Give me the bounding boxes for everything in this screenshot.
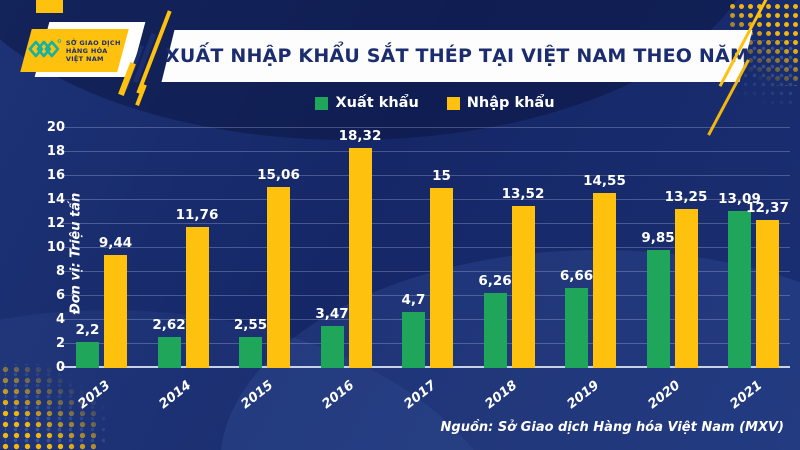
- corner-accent-tab: [36, 0, 63, 13]
- x-axis-label: 2014: [156, 378, 195, 413]
- x-axis-label: 2015: [237, 378, 276, 413]
- gridline: [61, 271, 790, 272]
- y-tick-label: 14: [46, 192, 65, 207]
- gridline: [61, 199, 790, 200]
- y-tick-label: 18: [46, 144, 65, 159]
- import-bar: [430, 188, 453, 368]
- bar-value-label: 2,55: [233, 317, 268, 334]
- mxv-chevron-icon: [28, 36, 62, 66]
- bar-value-label: 15: [432, 168, 451, 184]
- y-tick-label: 4: [55, 312, 65, 327]
- x-axis-label: 2016: [319, 378, 358, 413]
- y-axis-title: Đơn vị: Triệu tấn: [68, 192, 84, 315]
- import-bar: [104, 254, 127, 368]
- legend-item-import: Nhập khẩu: [446, 95, 555, 111]
- source-attribution: Nguồn: Sở Giao dịch Hàng hóa Việt Nam (M…: [440, 420, 784, 435]
- bar-value-label: 15,06: [257, 167, 300, 184]
- import-bar: [511, 205, 535, 368]
- bar-value-label: 2,2: [75, 321, 100, 338]
- bar-value-label: 14,55: [583, 173, 626, 190]
- y-tick-label: 10: [46, 240, 65, 255]
- bar-value-label: 18,32: [338, 128, 382, 145]
- bar-value-label: 13,25: [664, 189, 708, 205]
- gridline: [61, 175, 790, 176]
- x-axis-line: [61, 366, 790, 368]
- y-tick-label: 12: [46, 216, 65, 231]
- import-bar: [674, 209, 698, 368]
- x-axis-label: 2021: [726, 378, 765, 413]
- export-bar: [157, 336, 181, 368]
- gridline: [61, 343, 790, 344]
- export-bar: [646, 249, 670, 368]
- bar-value-label: 2,62: [152, 316, 186, 333]
- export-bar: [239, 337, 262, 368]
- import-bar: [593, 193, 616, 368]
- import-bar: [756, 219, 779, 368]
- gridline: [61, 319, 790, 320]
- gridline: [61, 295, 790, 296]
- chart-legend: Xuất khẩu Nhập khẩu: [80, 93, 790, 113]
- x-axis-label: 2019: [563, 378, 602, 413]
- bar-value-label: 6,26: [478, 272, 512, 289]
- export-bar: [76, 341, 99, 368]
- x-axis-label: 2013: [74, 378, 113, 413]
- y-tick-label: 6: [55, 288, 65, 303]
- import-bar: [267, 187, 290, 368]
- import-swatch-icon: [446, 96, 460, 110]
- legend-label-export: Xuất khẩu: [335, 95, 419, 111]
- y-tick-label: 16: [46, 168, 65, 183]
- import-bar: [185, 226, 209, 368]
- gridline: [61, 127, 790, 128]
- bar-value-label: 9,44: [98, 234, 133, 251]
- bar-value-label: 9,85: [641, 229, 675, 246]
- export-bar: [402, 311, 425, 368]
- y-tick-label: 0: [55, 360, 65, 375]
- bar-value-label: 3,47: [315, 306, 349, 323]
- bar-value-label: 4,7: [401, 291, 426, 308]
- bar-value-label: 13,09: [718, 190, 761, 207]
- plot-area: Đơn vị: Triệu tấn 0 2 4 6 8 10 12 14 16 18 20 2,2 9,…: [47, 121, 790, 412]
- x-axis-label: 2020: [645, 378, 684, 413]
- x-axis-label: 2018: [482, 378, 521, 413]
- y-tick-label: 2: [55, 336, 65, 351]
- mxv-logo: SỞ GIAO DỊCH HÀNG HÓA VIỆT NAM: [20, 29, 129, 72]
- bar-value-label: 12,37: [746, 199, 789, 216]
- export-bar: [565, 288, 588, 368]
- y-tick-label: 20: [46, 120, 65, 135]
- legend-label-import: Nhập khẩu: [466, 95, 555, 111]
- bar-value-label: 6,66: [559, 268, 594, 285]
- x-axis-label: 2017: [400, 378, 439, 413]
- bar-value-label: 13,52: [501, 185, 545, 202]
- gridline: [61, 223, 790, 224]
- legend-item-export: Xuất khẩu: [315, 95, 419, 111]
- export-swatch-icon: [315, 96, 329, 110]
- y-tick-label: 8: [55, 264, 65, 279]
- export-bar: [728, 210, 751, 368]
- export-bar: [483, 292, 507, 368]
- export-bar: [320, 326, 344, 368]
- import-bar: [348, 148, 372, 368]
- gridline: [61, 151, 790, 152]
- bar-value-label: 11,76: [175, 206, 219, 223]
- gridline: [61, 247, 790, 248]
